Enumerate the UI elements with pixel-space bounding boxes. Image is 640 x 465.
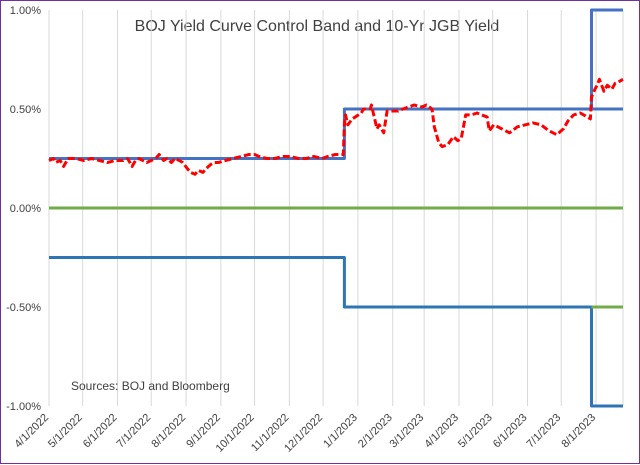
x-axis: 4/1/20225/1/20226/1/20227/1/20228/1/2022…	[12, 412, 598, 455]
x-tick-label: 6/1/2023	[491, 412, 530, 451]
x-tick-label: 7/1/2023	[525, 412, 564, 451]
band-series-line-2	[49, 256, 623, 408]
x-tick-label: 8/1/2023	[559, 412, 598, 451]
x-tick-label: 7/1/2022	[115, 412, 154, 451]
x-tick-label: 3/1/2023	[388, 412, 427, 451]
y-tick-label: 0.50%	[10, 104, 41, 116]
plot-area	[48, 8, 624, 408]
y-tick-label: -1.00%	[6, 401, 41, 413]
x-tick-label: 8/1/2022	[149, 412, 188, 451]
chart-title: BOJ Yield Curve Control Band and 10-Yr J…	[135, 18, 500, 35]
y-axis: 1.00% 0.50% 0.00% -0.50% -1.00%	[6, 5, 41, 413]
y-tick-label: -0.50%	[6, 302, 41, 314]
source-note: Sources: BOJ and Bloomberg	[71, 379, 230, 393]
x-tick-label: 1/1/2023	[321, 412, 360, 451]
x-tick-label: 6/1/2022	[81, 412, 120, 451]
y-tick-label: 0.00%	[10, 203, 41, 215]
x-tick-label: 5/1/2023	[456, 412, 495, 451]
x-tick-label: 4/1/2022	[12, 412, 51, 451]
yield-series-line-5	[48, 77, 624, 176]
y-tick-label: 1.00%	[10, 5, 41, 17]
x-tick-label: 5/1/2022	[46, 412, 85, 451]
x-tick-label: 4/1/2023	[422, 412, 461, 451]
